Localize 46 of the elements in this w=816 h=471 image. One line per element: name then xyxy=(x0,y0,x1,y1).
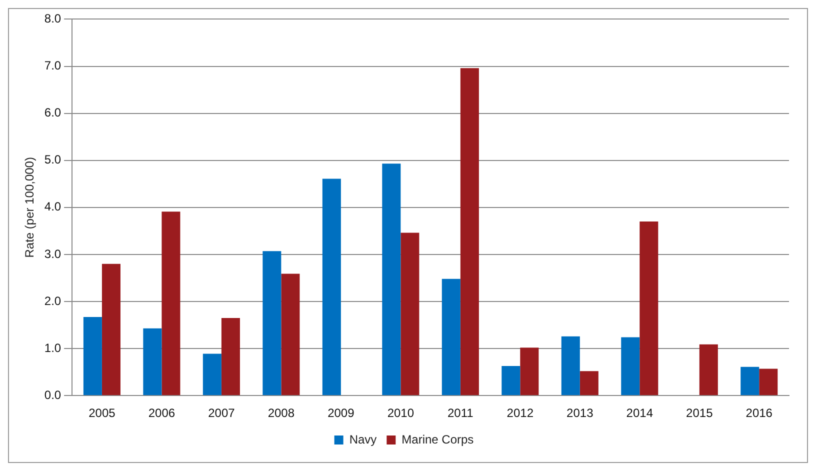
x-tick-label: 2006 xyxy=(148,406,176,420)
legend-label: Marine Corps xyxy=(402,432,474,446)
bar xyxy=(460,68,479,396)
bar xyxy=(83,317,102,396)
x-tick-label: 2013 xyxy=(566,406,594,420)
y-tick-label: 3.0 xyxy=(44,246,62,261)
x-tick-label: 2011 xyxy=(448,406,474,420)
bar xyxy=(262,251,282,396)
bar xyxy=(561,336,580,396)
bar xyxy=(699,344,718,396)
x-tick-label: 2007 xyxy=(208,406,236,420)
bar xyxy=(202,354,222,396)
bar xyxy=(640,222,658,396)
y-tick-label: 0.0 xyxy=(44,388,62,402)
y-tick-label: 5.0 xyxy=(44,152,62,167)
y-tick-label: 1.0 xyxy=(44,340,62,355)
y-tick-label: 4.0 xyxy=(44,200,62,214)
bar xyxy=(502,366,520,396)
bar xyxy=(221,318,240,396)
bar xyxy=(740,366,760,396)
bar xyxy=(580,371,598,396)
bar xyxy=(281,274,300,396)
y-tick-label: 6.0 xyxy=(44,106,62,120)
x-tick-label: 2012 xyxy=(506,406,534,420)
bar xyxy=(322,178,341,396)
x-tick-label: 2015 xyxy=(686,406,714,420)
x-tick-label: 2009 xyxy=(328,406,355,420)
x-tick-label: 2016 xyxy=(746,406,773,420)
bar xyxy=(143,328,162,396)
y-tick-label: 2.0 xyxy=(44,294,62,308)
x-tick-label: 2008 xyxy=(268,406,295,420)
x-tick-label: 2014 xyxy=(626,406,654,420)
y-axis-title: Rate (per 100,000) xyxy=(22,157,37,258)
bar xyxy=(621,337,640,396)
bar xyxy=(442,278,460,396)
bar xyxy=(102,264,120,396)
bar xyxy=(759,368,778,396)
bar xyxy=(382,164,401,396)
y-tick-label: 7.0 xyxy=(44,58,62,73)
bar xyxy=(520,348,539,396)
bar xyxy=(400,232,420,396)
x-tick-label: 2005 xyxy=(88,406,116,420)
y-tick-label: 8.0 xyxy=(44,12,62,26)
legend-label: Navy xyxy=(349,432,377,446)
x-tick-label: 2010 xyxy=(387,406,414,420)
bar xyxy=(162,212,180,396)
